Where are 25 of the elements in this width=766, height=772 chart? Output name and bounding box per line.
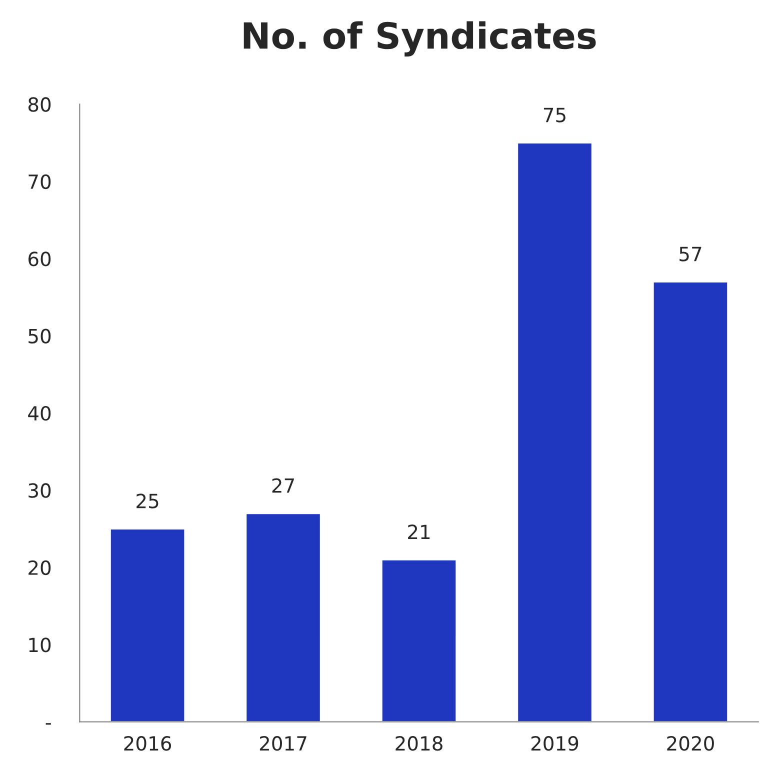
- x-tick-label: 2019: [531, 736, 578, 751]
- x-tick-label: 2018: [396, 736, 442, 751]
- data-label: 21: [408, 524, 430, 539]
- data-label: 25: [136, 494, 158, 508]
- y-tick-label: 30: [28, 483, 51, 498]
- y-tick-label: 10: [29, 638, 51, 652]
- data-label: 27: [272, 478, 294, 493]
- y-tick-label: 20: [28, 560, 51, 576]
- y-tick-label: 40: [28, 406, 51, 421]
- bar: [380, 559, 458, 722]
- bar: [245, 512, 322, 722]
- x-tick-label: 2016: [124, 736, 172, 751]
- y-tick-label: 80: [28, 97, 51, 112]
- y-tick-label: 70: [28, 174, 51, 190]
- y-tick-label: 60: [28, 252, 51, 266]
- y-tick-label: -: [46, 723, 51, 725]
- bar: [110, 528, 186, 722]
- chart-title: No. of Syndicates: [244, 21, 596, 56]
- data-label: 57: [680, 246, 702, 262]
- x-tick-label: 2020: [667, 736, 714, 751]
- x-tick-label: 2017: [260, 736, 306, 751]
- y-tick-label: 50: [28, 328, 51, 344]
- bar: [516, 142, 593, 722]
- data-label: 75: [544, 108, 566, 122]
- bar: [652, 281, 728, 722]
